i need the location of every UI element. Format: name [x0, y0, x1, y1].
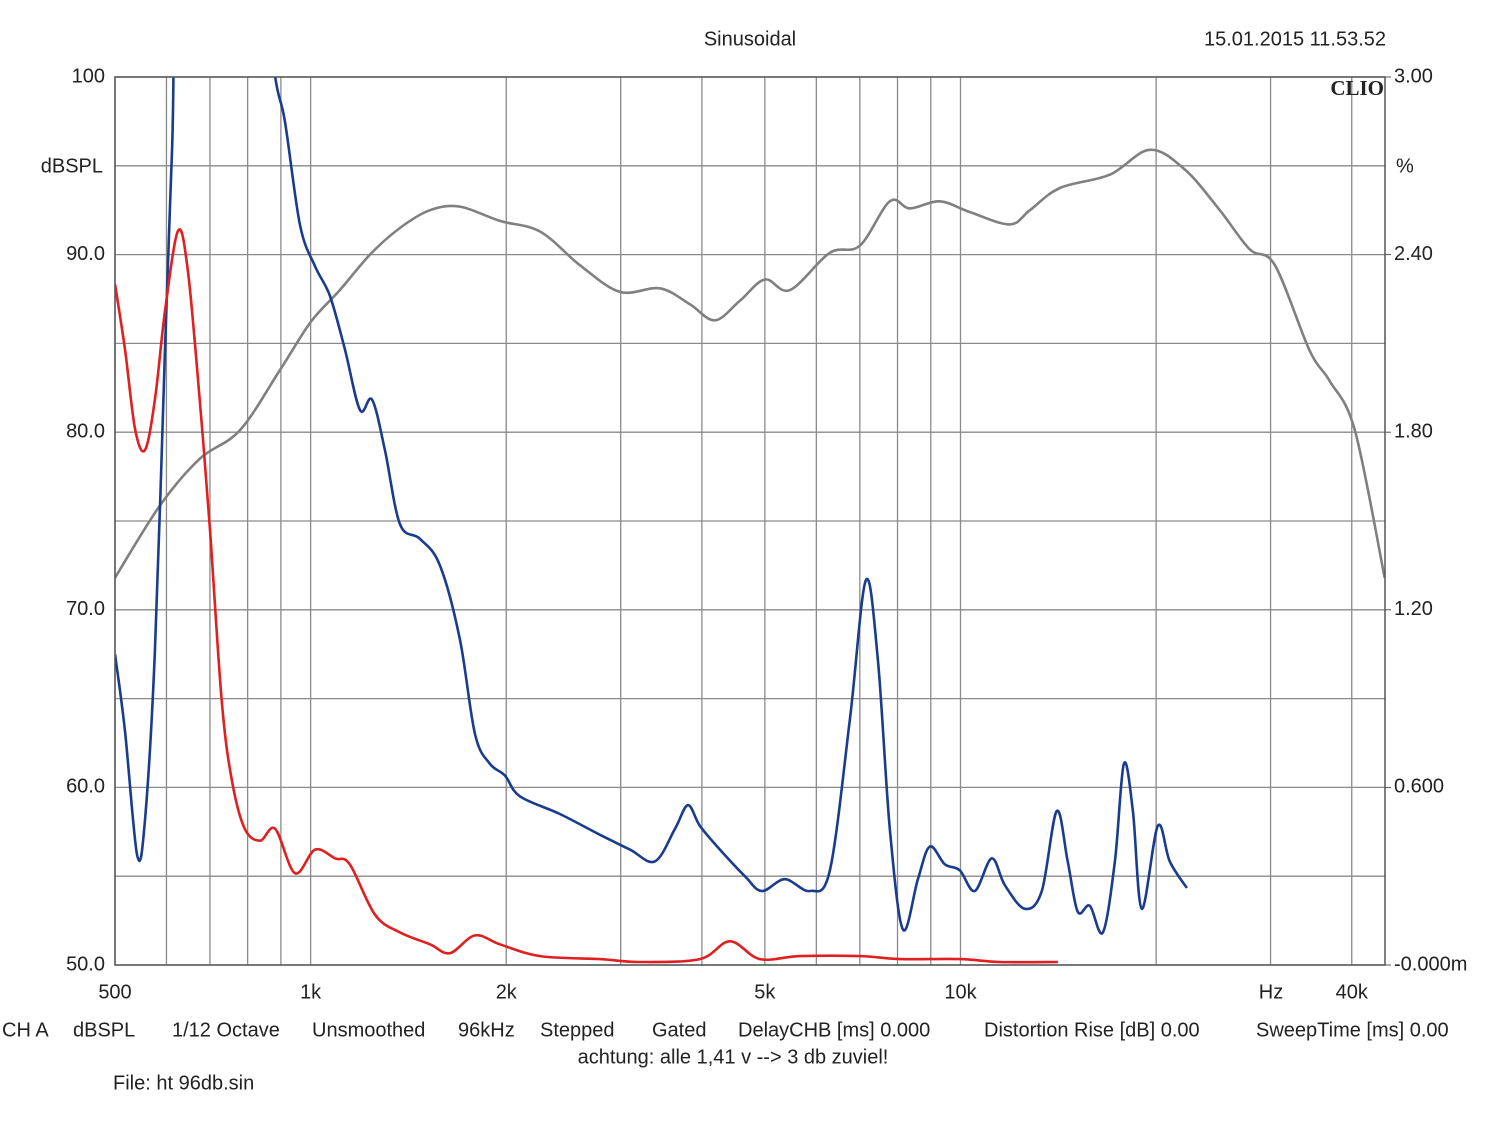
- info-item: SweepTime [ms] 0.00: [1256, 1019, 1449, 1041]
- y2-tick-label: 3.00: [1394, 65, 1433, 87]
- y2-axis-label: %: [1396, 155, 1414, 177]
- series-line: [115, 148, 1385, 579]
- y-tick-label: 60.0: [66, 776, 105, 798]
- series-line: [115, 77, 1188, 935]
- info-item: Distortion Rise [dB] 0.00: [984, 1019, 1200, 1041]
- note: achtung: alle 1,41 v --> 3 db zuviel!: [578, 1046, 889, 1068]
- x-tick-label: 2k: [496, 981, 518, 1003]
- info-item: dBSPL: [73, 1019, 135, 1041]
- chart-title: Sinusoidal: [704, 28, 796, 50]
- y-tick-label: 90.0: [66, 243, 105, 265]
- y2-tick-label: 0.600: [1394, 776, 1444, 798]
- logo: CLIO: [1330, 76, 1384, 100]
- grid: [114, 76, 1385, 966]
- curves: [115, 77, 1385, 964]
- x-axis-label: Hz: [1259, 981, 1283, 1003]
- info-item: CH A: [2, 1019, 49, 1041]
- timestamp: 15.01.2015 11.53.52: [1204, 28, 1386, 50]
- info-item: Stepped: [540, 1019, 615, 1041]
- info-item: 1/12 Octave: [172, 1019, 280, 1041]
- y-tick-label: 80.0: [66, 420, 105, 442]
- x-tick-label: 1k: [300, 981, 322, 1003]
- info-item: 96kHz: [458, 1019, 515, 1041]
- x-tick-label: 10k: [944, 981, 977, 1003]
- x-tick-label: 5k: [754, 981, 776, 1003]
- info-item: DelayCHB [ms] 0.000: [738, 1019, 930, 1041]
- y-axis-label: dBSPL: [41, 155, 103, 177]
- y2-tick-label: -0.000m: [1394, 953, 1467, 975]
- series-line: [115, 228, 1058, 964]
- info-item: Gated: [652, 1019, 706, 1041]
- x-tick-label: 40k: [1336, 981, 1369, 1003]
- y-tick-label: 50.0: [66, 953, 105, 975]
- labels: 500 1k 2k 5k 10k 40k 50.0 60.0 70.0 80.0 90.0 100 -0…: [2, 65, 1467, 1041]
- file-name: File: ht 96db.sin: [113, 1072, 254, 1094]
- y2-tick-label: 2.40: [1394, 243, 1433, 265]
- y2-tick-label: 1.80: [1394, 420, 1433, 442]
- y2-tick-label: 1.20: [1394, 598, 1433, 620]
- x-tick-label: 500: [98, 981, 131, 1003]
- y-tick-label: 70.0: [66, 598, 105, 620]
- info-item: Unsmoothed: [312, 1019, 425, 1041]
- y-tick-label: 100: [72, 65, 105, 87]
- plot-frame: [114, 76, 1386, 966]
